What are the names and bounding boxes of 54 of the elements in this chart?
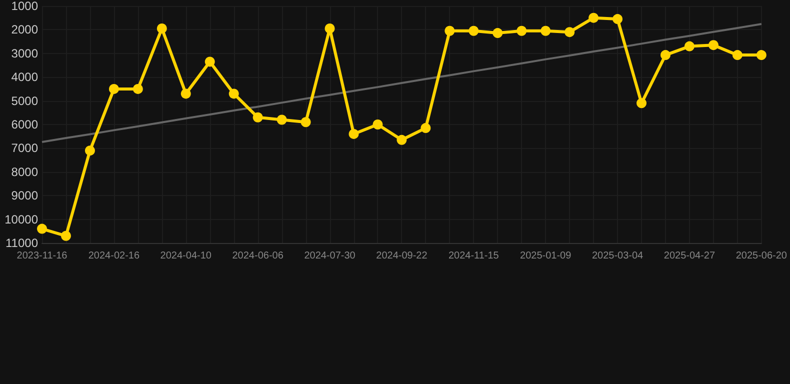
point [276, 114, 287, 125]
point [444, 26, 455, 36]
point [396, 134, 407, 145]
y-tick-label: 4000 [11, 70, 38, 84]
point [60, 230, 71, 241]
point [540, 26, 551, 36]
point [228, 88, 239, 99]
point [420, 123, 431, 134]
point [324, 24, 335, 34]
point [252, 112, 263, 122]
point [732, 50, 742, 60]
point [516, 26, 527, 36]
x-tick-label: 2025-03-04 [592, 250, 644, 262]
point [348, 128, 359, 139]
x-tick-label: 2024-04-10 [160, 250, 212, 262]
point [612, 14, 623, 24]
y-tick-label: 10000 [4, 212, 38, 226]
y-tick-label: 5000 [11, 94, 38, 108]
x-tick-label: 2024-02-16 [88, 250, 140, 262]
y-tick-label: 3000 [11, 46, 38, 60]
point [180, 88, 191, 99]
x-tick-label: 2024-07-30 [304, 250, 356, 262]
x-tick-label: 2023-11-16 [16, 250, 68, 262]
y-tick-label: 11000 [6, 236, 38, 250]
y-tick-label: 2000 [11, 22, 38, 37]
point [300, 117, 311, 128]
point [204, 56, 215, 67]
x-tick-label: 2024-11-15 [448, 250, 500, 262]
point [708, 40, 718, 50]
y-tick-label: 6000 [11, 118, 38, 132]
point [684, 41, 694, 52]
x-tick-label: 2025-01-09 [520, 250, 572, 262]
point [372, 120, 383, 130]
point [564, 27, 575, 38]
x-tick-label: 2025-06-20 [736, 250, 788, 262]
point [37, 224, 47, 234]
y-tick-label: 9000 [11, 188, 38, 203]
x-tick-label: 2024-09-22 [376, 250, 428, 262]
line-series [41, 23, 762, 144]
point [636, 98, 647, 108]
point [588, 12, 599, 23]
point [132, 84, 143, 94]
point [84, 146, 95, 156]
point [660, 50, 670, 60]
point [756, 50, 766, 60]
point [468, 26, 479, 36]
point [108, 84, 119, 94]
y-tick-label: 7000 [11, 141, 38, 156]
x-tick-label: 2024-06-06 [232, 250, 284, 262]
point [156, 24, 167, 34]
point [492, 28, 503, 38]
y-tick-label: 8000 [11, 164, 38, 179]
x-tick-label: 2025-04-27 [664, 250, 716, 262]
y-tick-label: 1000 [11, 0, 38, 13]
